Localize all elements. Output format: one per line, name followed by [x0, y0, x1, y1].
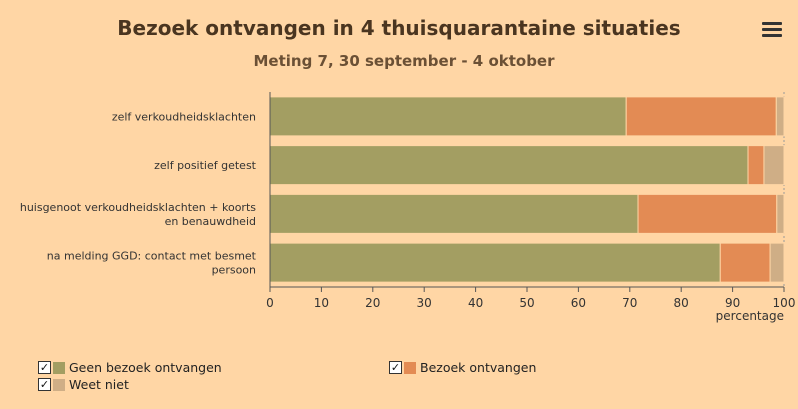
hamburger-menu-icon[interactable]	[762, 22, 782, 40]
bar-segment[interactable]	[625, 96, 777, 137]
checkbox-checked-icon[interactable]: ✓	[38, 361, 51, 374]
category-label: persoon	[212, 264, 256, 277]
x-tick-label: 80	[674, 296, 689, 310]
bar-segment[interactable]	[769, 242, 785, 283]
category-label: en benauwdheid	[165, 215, 256, 228]
x-axis-title: percentage	[716, 309, 784, 323]
legend-swatch	[53, 378, 65, 391]
category-label: na melding GGD: contact met besmet	[47, 250, 257, 263]
x-tick-label: 20	[365, 296, 380, 310]
x-tick-label: 90	[725, 296, 740, 310]
bar-segment[interactable]	[637, 193, 778, 234]
category-label: huisgenoot verkoudheidsklachten + koorts	[20, 201, 256, 214]
bar-segment[interactable]	[776, 193, 785, 234]
bar-segment[interactable]	[747, 145, 765, 186]
legend-swatch	[404, 361, 416, 374]
category-label: zelf verkoudheidsklachten	[112, 110, 256, 123]
chart-subtitle: Meting 7, 30 september - 4 oktober	[253, 52, 555, 70]
category-label: zelf positief getest	[154, 159, 257, 172]
x-tick-label: 0	[266, 296, 274, 310]
bar-segment[interactable]	[763, 145, 785, 186]
bar-segment[interactable]	[269, 193, 639, 234]
x-tick-label: 50	[519, 296, 534, 310]
legend-swatch	[53, 361, 65, 374]
chart-title: Bezoek ontvangen in 4 thuisquarantaine s…	[117, 16, 681, 40]
x-tick-label: 100	[773, 296, 796, 310]
legend-label: Geen bezoek ontvangen	[69, 360, 222, 375]
bar-segment[interactable]	[269, 242, 721, 283]
x-tick-label: 60	[571, 296, 586, 310]
bar-segment[interactable]	[269, 96, 627, 137]
legend-label: Weet niet	[69, 377, 129, 392]
checkbox-checked-icon[interactable]: ✓	[38, 378, 51, 391]
legend-item-bezoek[interactable]: ✓ Bezoek ontvangen	[389, 360, 536, 375]
x-tick-label: 10	[314, 296, 329, 310]
x-tick-label: 40	[468, 296, 483, 310]
x-tick-label: 70	[622, 296, 637, 310]
legend-item-geen-bezoek[interactable]: ✓ Geen bezoek ontvangen	[38, 360, 222, 375]
legend-label: Bezoek ontvangen	[420, 360, 537, 375]
bar-segment[interactable]	[269, 145, 749, 186]
bar-segment[interactable]	[775, 96, 785, 137]
legend-item-weet-niet[interactable]: ✓ Weet niet	[38, 377, 129, 392]
x-tick-label: 30	[417, 296, 432, 310]
bar-segment[interactable]	[719, 242, 771, 283]
checkbox-checked-icon[interactable]: ✓	[389, 361, 402, 374]
